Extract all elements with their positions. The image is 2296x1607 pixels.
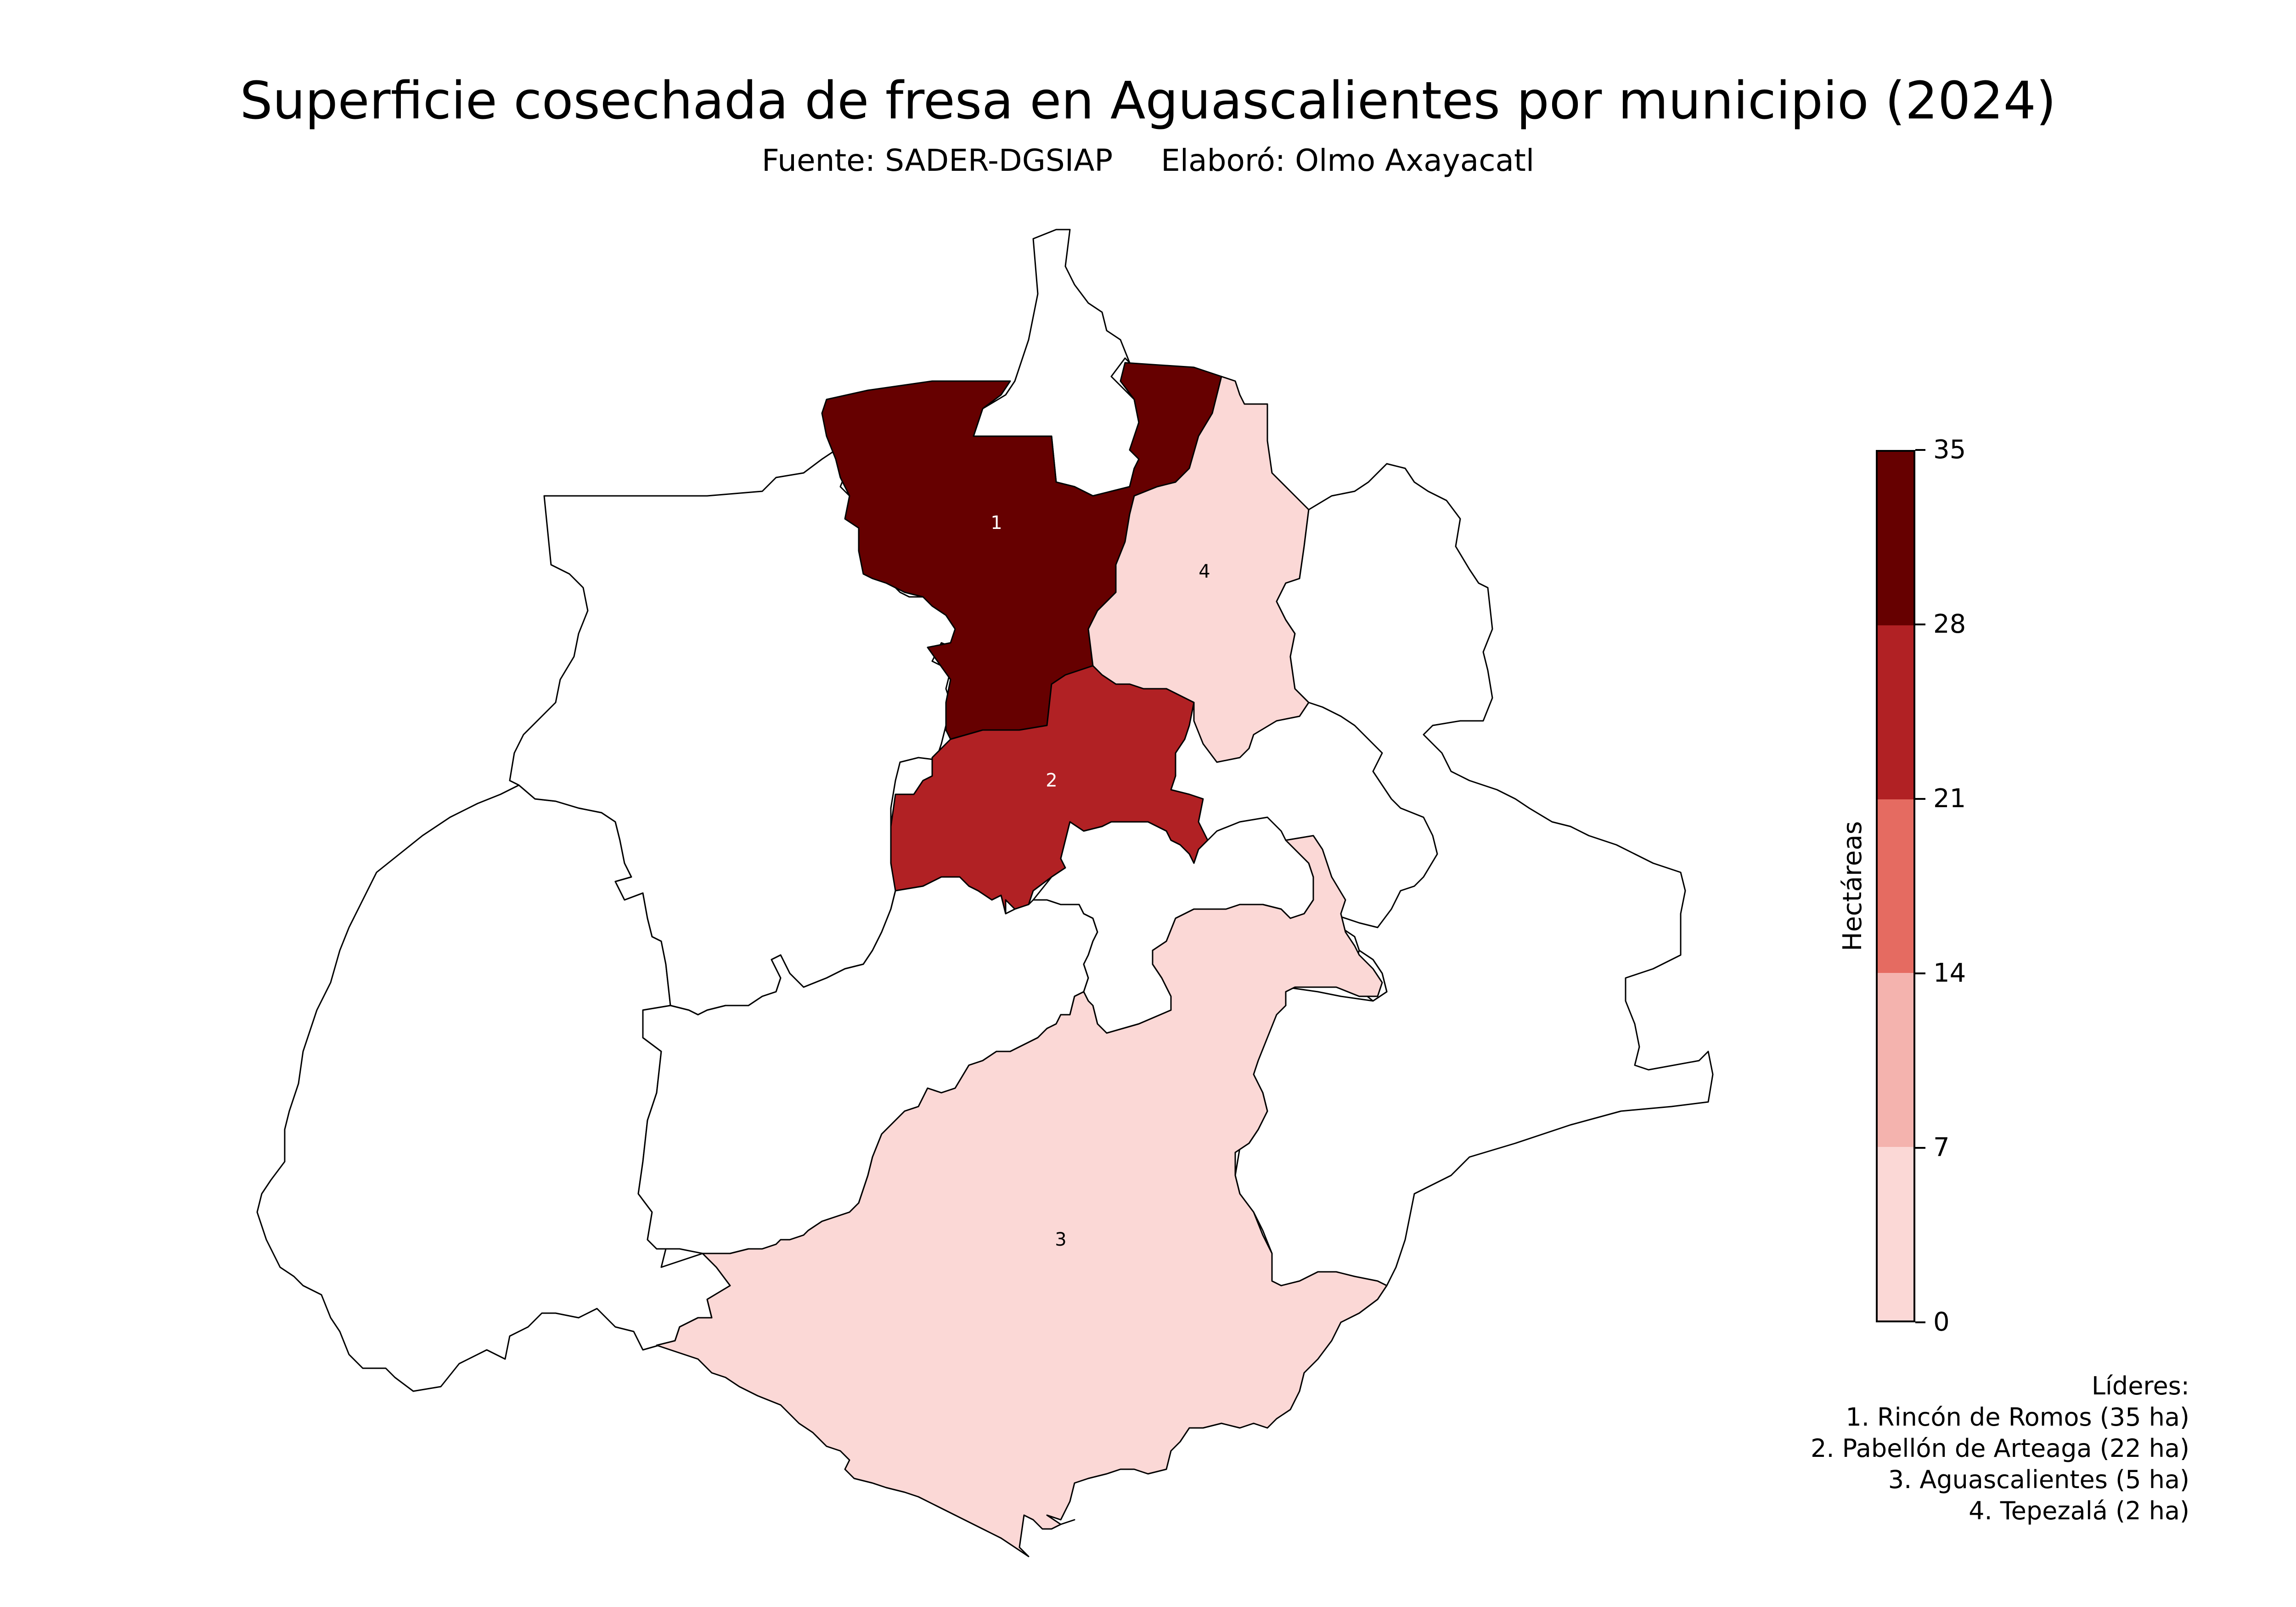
leader-item: 2. Pabellón de Arteaga (22 ha) — [1810, 1434, 2189, 1463]
colorbar-label: Hectáreas — [1838, 821, 1868, 951]
colorbar-tick — [1915, 624, 1925, 625]
colorbar-tick — [1915, 449, 1925, 451]
municipality-tepezala — [1087, 376, 1310, 763]
colorbar-tick-label: 7 — [1933, 1133, 1950, 1163]
colorbar-tick — [1915, 798, 1925, 800]
leader-item: 1. Rincón de Romos (35 ha) — [1846, 1403, 2189, 1432]
colorbar — [1876, 450, 1915, 1322]
colorbar-tick-label: 35 — [1933, 435, 1966, 465]
colorbar-tick — [1915, 1321, 1925, 1323]
colorbar-legend — [1876, 450, 1915, 1322]
colorbar-band — [1878, 1146, 1913, 1320]
leader-item: 4. Tepezalá (2 ha) — [1969, 1496, 2189, 1525]
colorbar-tick — [1915, 972, 1925, 974]
colorbar-tick — [1915, 1147, 1925, 1149]
municipality-asientos — [1234, 463, 1714, 1296]
colorbar-tick-label: 28 — [1933, 609, 1966, 639]
colorbar-band — [1878, 452, 1913, 626]
leader-item: 3. Aguascalientes (5 ha) — [1888, 1465, 2189, 1494]
map-label-tepezala: 4 — [1199, 561, 1210, 582]
map-label-pabellon-de-arteaga: 2 — [1046, 770, 1057, 791]
colorbar-band — [1878, 799, 1913, 973]
colorbar-tick-label: 0 — [1933, 1307, 1950, 1337]
colorbar-tick-label: 21 — [1933, 784, 1966, 814]
colorbar-band — [1878, 973, 1913, 1147]
leaders-list: Líderes: 1. Rincón de Romos (35 ha) 2. P… — [1811, 1371, 2189, 1527]
map-subtitle: Fuente: SADER-DGSIAP Elaboró: Olmo Axaya… — [761, 143, 1535, 178]
map-title: Superficie cosechada de fresa en Aguasca… — [240, 71, 2056, 131]
colorbar-band — [1878, 625, 1913, 799]
municipality-aguascalientes — [656, 835, 1388, 1557]
map-label-rincon-de-romos: 1 — [990, 512, 1002, 534]
colorbar-tick-label: 14 — [1933, 958, 1966, 988]
leaders-heading: Líderes: — [2091, 1371, 2189, 1400]
map-label-aguascalientes: 3 — [1055, 1229, 1066, 1250]
